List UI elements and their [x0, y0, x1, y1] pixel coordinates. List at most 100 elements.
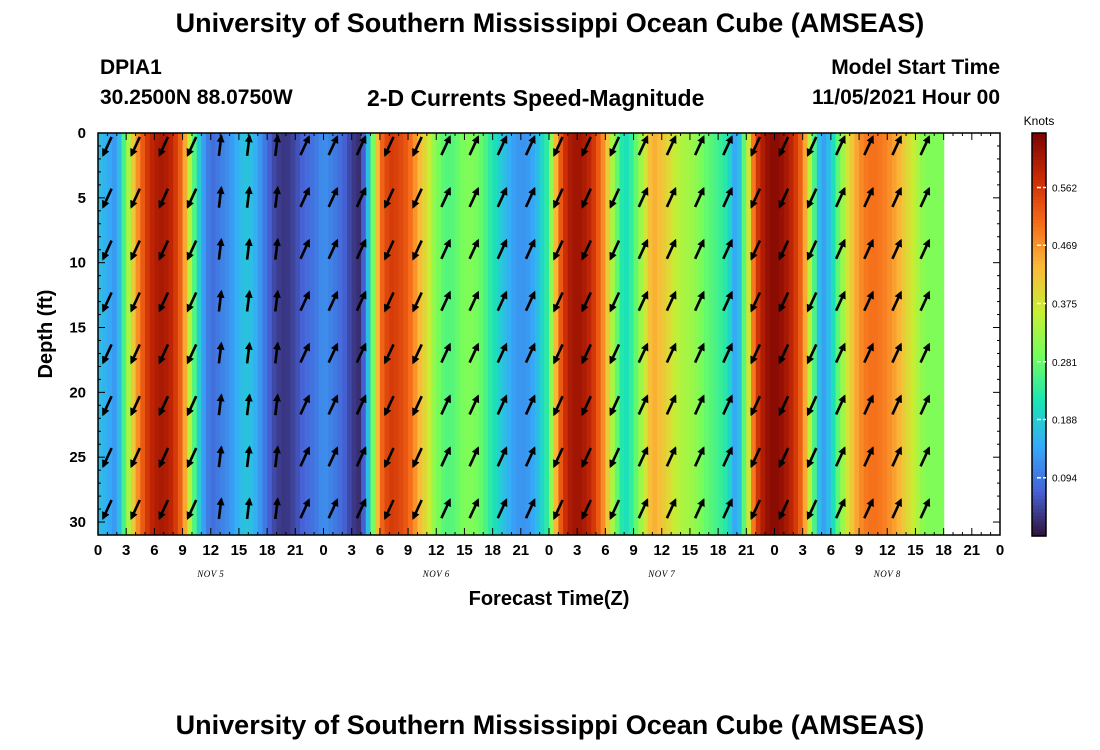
- current-vector-arrow: [273, 237, 281, 260]
- day-label: NOV 7: [647, 569, 675, 579]
- heatmap-cell: [558, 133, 564, 535]
- heatmap-cell: [281, 133, 287, 535]
- heatmap-cell: [736, 133, 743, 535]
- current-vector-arrow: [102, 447, 113, 469]
- current-vector-arrow: [440, 290, 451, 312]
- colorbar-tick-label: 0.188: [1052, 415, 1077, 426]
- current-vector-arrow: [440, 238, 451, 260]
- current-vector-arrow: [637, 238, 649, 260]
- x-tick-label: 9: [855, 542, 863, 559]
- day-label: NOV 8: [873, 569, 901, 579]
- heatmap-cell: [342, 133, 348, 535]
- y-tick-label: 5: [78, 190, 86, 207]
- heatmap-cell: [450, 133, 456, 535]
- current-vector-arrow: [834, 446, 846, 467]
- colorbar-segment: [1032, 159, 1046, 164]
- colorbar-segment: [1032, 502, 1046, 507]
- heatmap-cell: [220, 133, 226, 535]
- current-vector-arrow: [327, 342, 339, 364]
- current-vector-arrow: [186, 291, 198, 313]
- colorbar-segment: [1032, 136, 1046, 141]
- current-vector-arrow: [355, 342, 367, 364]
- current-vector-arrow: [553, 395, 564, 417]
- current-vector-arrow: [130, 240, 141, 261]
- colorbar-segment: [1032, 505, 1046, 510]
- heatmap-cell: [98, 133, 104, 535]
- heatmap-cell: [680, 133, 686, 535]
- current-vector-arrow: [891, 446, 902, 467]
- colorbar-segment: [1032, 368, 1046, 373]
- colorbar-segment: [1032, 133, 1046, 137]
- colorbar-segment: [1032, 472, 1046, 477]
- plot-axes: 0 3 6 9 12 15 18 21 0 3 6 9 12 15 18 21 0 3 6 9 12 15 18 21 0 3 6 9…: [35, 125, 1004, 610]
- current-vector-arrow: [412, 395, 423, 417]
- current-vector-arrow: [468, 135, 480, 156]
- current-vector-arrow: [383, 499, 395, 521]
- colorbar-segment: [1032, 257, 1046, 262]
- current-vector-arrow: [665, 290, 677, 312]
- colorbar-segment: [1032, 297, 1046, 302]
- x-tick-label: 0: [319, 542, 327, 559]
- heatmap-cell: [243, 133, 249, 535]
- x-tick-label: 6: [150, 542, 158, 559]
- current-vector-arrow: [553, 188, 564, 209]
- colorbar-segment: [1032, 186, 1046, 191]
- heatmap-cell: [595, 133, 602, 535]
- heatmap-cell: [135, 133, 141, 535]
- current-vector-arrow: [750, 291, 762, 313]
- colorbar-segment: [1032, 200, 1046, 205]
- current-vector-arrow: [834, 290, 846, 312]
- heatmap-cell: [126, 133, 132, 535]
- plot-title: 2-D Currents Speed-Magnitude: [367, 85, 705, 111]
- current-vector-arrow: [637, 186, 649, 208]
- heatmap-cell: [727, 133, 733, 535]
- heatmap-cell: [816, 133, 823, 535]
- current-vector-arrow: [158, 188, 170, 209]
- heatmap-cell: [492, 133, 498, 535]
- colorbar-segment: [1032, 394, 1046, 399]
- colorbar-segment: [1032, 206, 1046, 211]
- colorbar-segment: [1032, 465, 1046, 470]
- current-vector-arrow: [468, 394, 480, 415]
- heatmap-cell: [821, 133, 827, 535]
- heatmap-cell: [628, 133, 635, 535]
- current-vector-arrow: [637, 394, 649, 415]
- current-vector-arrow: [834, 238, 846, 260]
- colorbar-segment: [1032, 478, 1046, 483]
- colorbar-segment: [1032, 482, 1046, 487]
- current-vector-arrow: [863, 290, 874, 312]
- current-vector-arrow: [553, 343, 564, 365]
- current-vector-arrow: [553, 240, 564, 261]
- current-vector-arrow: [412, 447, 423, 469]
- current-vector-arrow: [496, 290, 508, 312]
- colorbar-segment: [1032, 139, 1046, 144]
- heatmap-cell: [614, 133, 621, 535]
- current-vector-arrow: [778, 188, 790, 209]
- current-vector-arrow: [863, 394, 874, 415]
- colorbar-segment: [1032, 233, 1046, 238]
- current-vector-arrow: [383, 136, 395, 157]
- colorbar-segment: [1032, 455, 1046, 460]
- current-vector-arrow: [299, 498, 311, 519]
- current-vector-arrow: [609, 447, 621, 469]
- heatmap-cell: [177, 133, 184, 535]
- current-vector-arrow: [722, 342, 733, 364]
- heatmap-cell: [130, 133, 137, 535]
- current-vector-arrow: [355, 498, 367, 519]
- colorbar-segment: [1032, 334, 1046, 339]
- current-vector-arrow: [863, 135, 874, 156]
- station-id: DPIA1: [100, 56, 162, 79]
- current-vector-arrow: [496, 135, 508, 156]
- current-vector-arrow: [750, 343, 762, 365]
- current-vector-arrow: [216, 185, 225, 208]
- model-start-value: 11/05/2021 Hour 00: [812, 86, 1000, 109]
- x-tick-label: 12: [879, 542, 896, 559]
- current-vector-arrow: [524, 238, 536, 260]
- current-vector-arrow: [919, 135, 931, 156]
- current-vector-arrow: [440, 342, 451, 364]
- current-vector-arrow: [834, 186, 846, 208]
- heatmap-cell: [398, 133, 404, 535]
- current-vector-arrow: [216, 134, 225, 157]
- current-vector-arrow: [468, 498, 480, 519]
